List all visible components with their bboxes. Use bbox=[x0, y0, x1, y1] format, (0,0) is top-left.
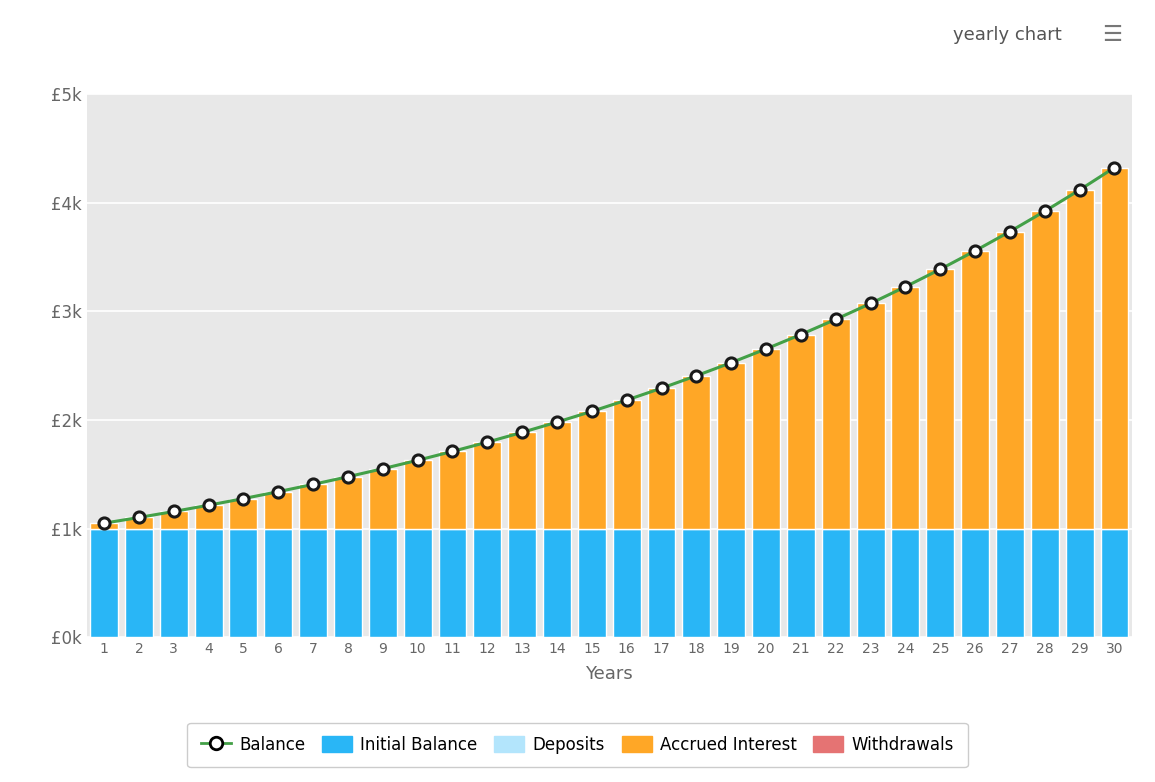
Legend: Balance, Initial Balance, Deposits, Accrued Interest, Withdrawals: Balance, Initial Balance, Deposits, Accr… bbox=[187, 723, 968, 767]
Bar bbox=[578, 529, 605, 637]
Bar bbox=[90, 523, 118, 529]
Bar bbox=[368, 529, 396, 637]
Bar bbox=[578, 411, 605, 529]
Bar bbox=[299, 529, 327, 637]
Bar bbox=[264, 529, 292, 637]
Bar bbox=[1066, 529, 1094, 637]
Bar bbox=[543, 529, 571, 637]
Bar bbox=[1031, 529, 1059, 637]
Bar bbox=[334, 529, 362, 637]
Bar bbox=[90, 529, 118, 637]
Bar bbox=[996, 231, 1023, 529]
Bar bbox=[787, 335, 814, 529]
Bar bbox=[787, 529, 814, 637]
Bar bbox=[717, 363, 745, 529]
Bar bbox=[648, 388, 676, 529]
Bar bbox=[1066, 190, 1094, 529]
Bar bbox=[439, 529, 467, 637]
Bar bbox=[822, 319, 850, 529]
Bar bbox=[368, 468, 396, 529]
Bar bbox=[857, 303, 885, 529]
Bar bbox=[264, 492, 292, 529]
Bar bbox=[1101, 529, 1128, 637]
Bar bbox=[648, 529, 676, 637]
Bar bbox=[125, 529, 152, 637]
Bar bbox=[159, 511, 187, 529]
Bar bbox=[683, 375, 710, 529]
Bar bbox=[1101, 167, 1128, 529]
Bar bbox=[613, 529, 641, 637]
Bar bbox=[543, 422, 571, 529]
Bar bbox=[195, 505, 223, 529]
Bar bbox=[926, 269, 954, 529]
Bar bbox=[474, 529, 501, 637]
Bar bbox=[508, 432, 536, 529]
Bar bbox=[334, 477, 362, 529]
Bar bbox=[961, 251, 989, 529]
Bar bbox=[195, 529, 223, 637]
Bar bbox=[752, 529, 780, 637]
Bar bbox=[404, 461, 432, 529]
Text: yearly chart: yearly chart bbox=[953, 26, 1061, 45]
Bar bbox=[683, 529, 710, 637]
Bar bbox=[508, 529, 536, 637]
Bar bbox=[474, 442, 501, 529]
Bar bbox=[752, 349, 780, 529]
Bar bbox=[439, 451, 467, 529]
Bar bbox=[857, 529, 885, 637]
Bar bbox=[961, 529, 989, 637]
Bar bbox=[892, 287, 919, 529]
Bar bbox=[125, 518, 152, 529]
Bar bbox=[996, 529, 1023, 637]
Bar bbox=[299, 484, 327, 529]
Bar bbox=[926, 529, 954, 637]
Bar bbox=[230, 529, 258, 637]
X-axis label: Years: Years bbox=[586, 665, 633, 683]
Bar bbox=[1031, 211, 1059, 529]
Bar bbox=[230, 499, 258, 529]
Bar bbox=[613, 400, 641, 529]
Bar bbox=[892, 529, 919, 637]
Bar bbox=[159, 529, 187, 637]
Text: ☰: ☰ bbox=[1102, 25, 1123, 45]
Bar bbox=[717, 529, 745, 637]
Bar bbox=[404, 529, 432, 637]
Bar bbox=[822, 529, 850, 637]
